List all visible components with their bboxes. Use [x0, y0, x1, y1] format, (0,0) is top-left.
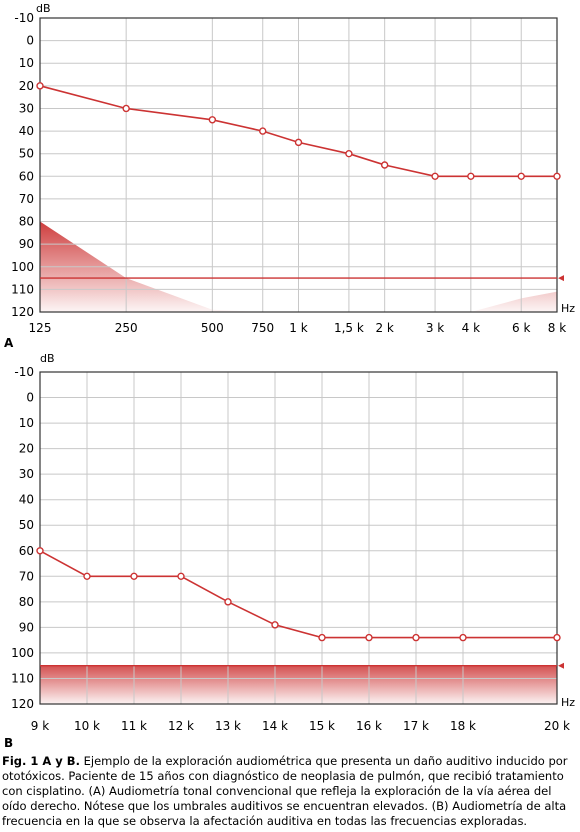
panel-label: A [4, 336, 14, 348]
y-tick-label: 20 [19, 79, 34, 93]
y-tick-label: 90 [19, 237, 34, 251]
y-tick-label: 50 [19, 518, 34, 532]
panel-label: B [4, 736, 13, 748]
y-tick-label: 110 [11, 282, 34, 296]
x-tick-label: 1,5 k [334, 321, 364, 335]
y-tick-label: 60 [19, 544, 34, 558]
data-point [553, 633, 561, 642]
grid [39, 17, 558, 313]
data-point [177, 572, 185, 581]
x-tick-label: 9 k [31, 719, 49, 733]
x-tick-label: 2 k [375, 321, 393, 335]
caption-text: Ejemplo de la exploración audiométrica q… [2, 754, 568, 828]
x-tick-label: 1 k [289, 321, 307, 335]
x-tick-label: 13 k [215, 719, 241, 733]
y-tick-label: 40 [19, 124, 34, 138]
data-point [271, 621, 279, 629]
y-tick-label: 10 [19, 416, 34, 430]
y-tick-label: 0 [26, 391, 34, 405]
data-point [259, 127, 267, 135]
x-tick-label: 6 k [512, 321, 530, 335]
data-point [208, 116, 217, 124]
x-tick-label: 14 k [262, 719, 288, 733]
y-unit-label: dB [36, 2, 51, 15]
x-tick-label: 750 [251, 321, 274, 335]
grid [39, 371, 558, 705]
y-tick-label: 10 [19, 56, 34, 70]
x-tick-label: 250 [115, 321, 138, 335]
y-tick-label: 100 [11, 646, 34, 660]
x-tick-label: 16 k [356, 719, 382, 733]
y-tick-label: 30 [19, 467, 34, 481]
data-point [431, 172, 439, 181]
y-tick-label: 20 [19, 442, 34, 456]
data-point [122, 104, 130, 113]
y-tick-label: -10 [14, 365, 34, 379]
y-tick-label: 0 [26, 34, 34, 48]
data-point [83, 572, 91, 581]
reference-marker [558, 275, 564, 282]
x-tick-label: 18 k [450, 719, 476, 733]
y-tick-label: 110 [11, 671, 34, 685]
x-tick-label: 15 k [309, 719, 335, 733]
y-tick-label: 80 [19, 595, 34, 609]
x-tick-label: 11 k [121, 719, 147, 733]
x-unit-label: Hz [561, 696, 575, 709]
y-tick-label: 40 [19, 493, 34, 507]
y-tick-label: 100 [11, 260, 34, 274]
data-point [459, 633, 467, 642]
data-point [130, 572, 138, 581]
y-unit-label: dB [40, 352, 55, 365]
data-point [380, 161, 389, 169]
x-tick-label: 12 k [168, 719, 194, 733]
x-tick-label: 3 k [426, 321, 444, 335]
plot-frame [39, 17, 558, 313]
data-point [412, 633, 420, 642]
x-tick-label: 4 k [462, 321, 480, 335]
x-tick-label: 125 [29, 321, 52, 335]
shaded-region [40, 221, 557, 312]
audiogram-chart-b: -10 0 10 20 30 40 50 60 70 80 90 100 110 120 9 k 10 k 11… [4, 352, 575, 748]
data-line [39, 550, 557, 639]
x-tick-label: 17 k [403, 719, 429, 733]
data-point [36, 82, 44, 90]
caption-bold: Fig. 1 A y B. [2, 754, 80, 768]
x-tick-label: 500 [201, 321, 224, 335]
data-point [345, 149, 353, 158]
y-tick-label: 120 [11, 697, 34, 711]
data-point [36, 547, 44, 555]
y-tick-label: -10 [14, 11, 34, 25]
x-tick-label: 8 k [548, 321, 566, 335]
figure-caption: Fig. 1 A y B. Ejemplo de la exploración … [2, 754, 578, 829]
data-point [553, 172, 561, 181]
y-tick-label: 60 [19, 169, 34, 183]
x-tick-label: 20 k [544, 719, 570, 733]
shaded-band [40, 665, 557, 704]
y-tick-label: 70 [19, 569, 34, 583]
reference-marker [558, 662, 564, 669]
x-unit-label: Hz [561, 302, 575, 315]
data-point [294, 138, 303, 147]
data-point [467, 172, 475, 181]
y-tick-label: 70 [19, 192, 34, 206]
plot-frame [39, 371, 558, 705]
y-tick-label: 50 [19, 147, 34, 161]
x-tick-label: 10 k [74, 719, 100, 733]
data-point [318, 633, 326, 642]
y-tick-label: 120 [11, 305, 34, 319]
y-tick-label: 90 [19, 620, 34, 634]
data-point [365, 633, 373, 642]
data-point [224, 598, 232, 606]
audiogram-chart-a: -10 0 10 20 30 40 50 60 70 80 90 100 110 120 125 250 500… [4, 2, 575, 348]
y-tick-label: 80 [19, 215, 34, 229]
data-point [517, 172, 525, 181]
y-tick-label: 30 [19, 101, 34, 115]
